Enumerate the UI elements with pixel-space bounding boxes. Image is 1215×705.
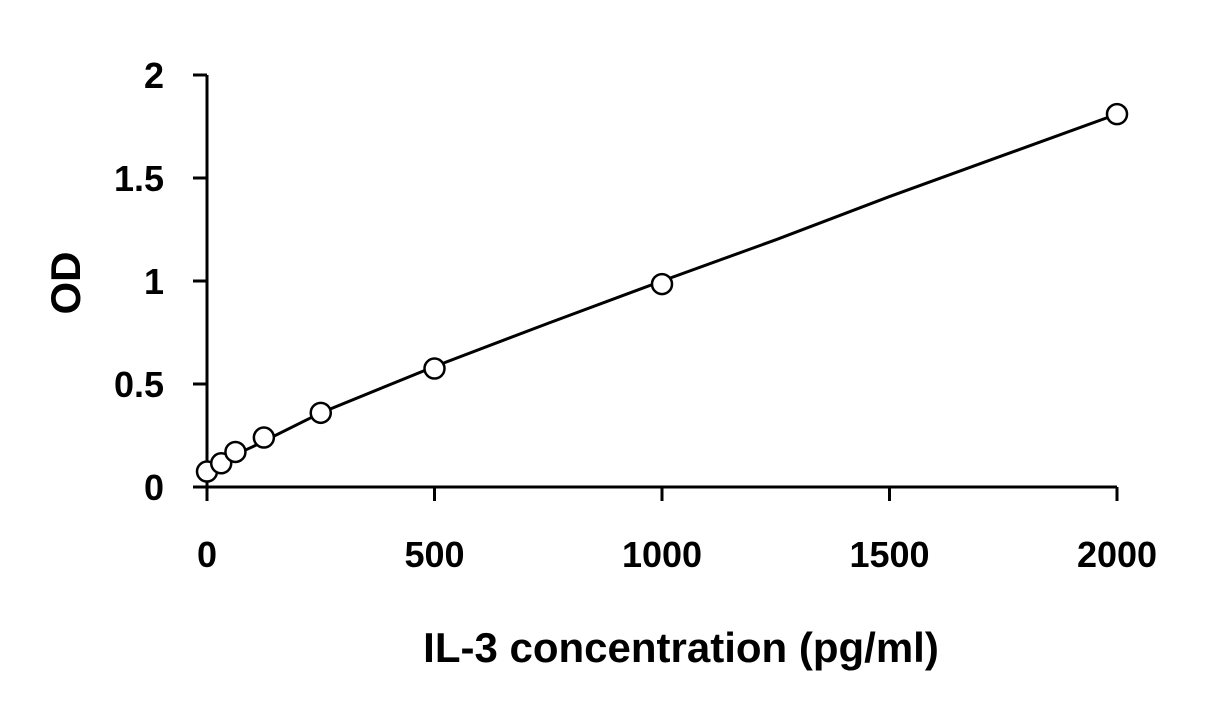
x-tick-label: 1000	[622, 534, 702, 575]
data-point	[1105, 102, 1129, 126]
x-tick-label: 1500	[849, 534, 929, 575]
data-point	[650, 272, 674, 296]
y-tick-label: 2	[144, 55, 164, 96]
data-point	[423, 357, 446, 380]
data-point	[224, 440, 247, 464]
y-tick-label: 1	[144, 261, 164, 302]
fit-curve-layer	[206, 112, 1118, 469]
x-tick-label: 0	[197, 534, 217, 575]
fit-curve	[206, 112, 1118, 469]
x-tick-label: 500	[404, 534, 464, 575]
x-tick-label: 2000	[1077, 534, 1157, 575]
data-point	[252, 426, 276, 449]
y-tick-label: 0.5	[114, 364, 164, 405]
data-point	[309, 401, 332, 425]
y-tick-label: 0	[144, 467, 164, 508]
x-axis-title: IL-3 concentration (pg/ml)	[423, 624, 939, 671]
tick-marks: 0 0.5 1 1.5 2 0 500 1000 1500 2000	[114, 55, 1157, 575]
y-tick-label: 1.5	[114, 158, 164, 199]
data-points-layer	[195, 102, 1129, 483]
y-axis-title: OD	[42, 252, 89, 315]
